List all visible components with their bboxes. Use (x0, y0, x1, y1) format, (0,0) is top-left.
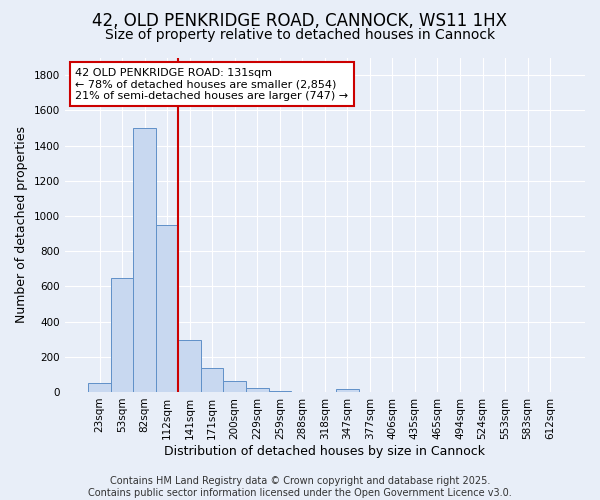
Text: Contains HM Land Registry data © Crown copyright and database right 2025.
Contai: Contains HM Land Registry data © Crown c… (88, 476, 512, 498)
Bar (223, 380, 246, 392)
Text: Size of property relative to detached houses in Cannock: Size of property relative to detached ho… (105, 28, 495, 42)
X-axis label: Distribution of detached houses by size in Cannock: Distribution of detached houses by size … (164, 444, 485, 458)
Bar (88, 383, 111, 392)
Text: 42, OLD PENKRIDGE ROAD, CANNOCK, WS11 1HX: 42, OLD PENKRIDGE ROAD, CANNOCK, WS11 1H… (92, 12, 508, 30)
Bar (156, 224, 178, 392)
Bar (336, 390, 359, 392)
Bar (269, 391, 291, 392)
Bar (201, 368, 223, 392)
Bar (133, 128, 156, 392)
Text: 42 OLD PENKRIDGE ROAD: 131sqm
← 78% of detached houses are smaller (2,854)
21% o: 42 OLD PENKRIDGE ROAD: 131sqm ← 78% of d… (75, 68, 348, 100)
Bar (178, 340, 201, 392)
Y-axis label: Number of detached properties: Number of detached properties (15, 126, 28, 323)
Bar (246, 388, 269, 392)
Bar (111, 278, 133, 392)
